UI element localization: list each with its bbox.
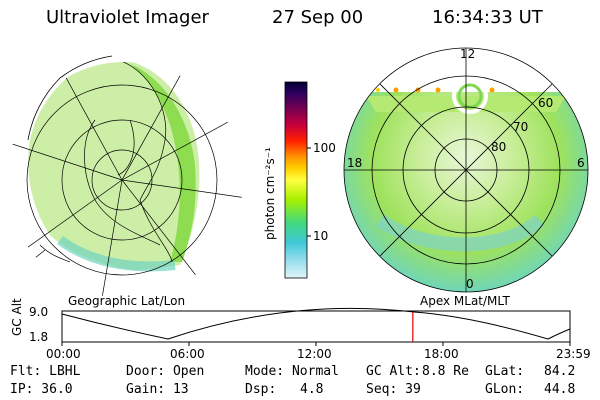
observation-time: 16:34:33 UT xyxy=(432,7,543,28)
timeline-ylabel: GC Alt xyxy=(10,298,24,336)
observation-date: 27 Sep 00 xyxy=(272,7,364,28)
timeline-xtick-0600: 06:00 xyxy=(170,347,205,361)
mlat-label-60: 60 xyxy=(538,96,554,110)
dsp-label: Dsp: xyxy=(245,382,277,397)
instrument-title: Ultraviolet Imager xyxy=(46,7,209,28)
colorbar-tick-100: 100 xyxy=(313,141,336,155)
glat-value: 84.2 xyxy=(544,364,576,379)
colorbar-unit: photon cm⁻²s⁻¹ xyxy=(263,147,277,240)
timeline-xtick-1200: 12:00 xyxy=(297,347,332,361)
glon-label: GLon: xyxy=(485,382,525,397)
timeline-xtick-0000: 00:00 xyxy=(46,347,81,361)
gain-info: Gain: 13 xyxy=(126,382,189,397)
right-panel-caption: Apex MLat/MLT xyxy=(420,294,510,308)
mode-info: Mode: Normal xyxy=(245,364,339,379)
mlat-label-80: 80 xyxy=(491,140,507,154)
geographic-image xyxy=(7,55,243,298)
ip-info: IP: 36.0 xyxy=(10,382,73,397)
filter-info: Flt: LBHL xyxy=(10,364,81,379)
timeline-ytick-min: 1.8 xyxy=(29,330,49,344)
left-panel-caption: Geographic Lat/Lon xyxy=(68,294,186,308)
polar-image xyxy=(343,47,589,293)
mlt-label-dusk: 18 xyxy=(347,156,363,170)
glon-value: 44.8 xyxy=(544,382,576,397)
dsp-value: 4.8 xyxy=(300,382,324,397)
gcalt-label: GC Alt: xyxy=(366,364,421,379)
colorbar xyxy=(284,81,311,279)
seq-info: Seq: 39 xyxy=(366,382,421,397)
glat-label: GLat: xyxy=(485,364,525,379)
mlt-label-noon: 12 xyxy=(460,47,476,61)
timeline-ytick-max: 9.0 xyxy=(29,305,49,319)
mlt-label-midnight: 0 xyxy=(466,277,474,291)
timeline-xtick-1800: 18:00 xyxy=(424,347,459,361)
gcalt-value: 8.8 Re xyxy=(422,364,469,379)
orbit-altitude-plot xyxy=(61,307,571,346)
colorbar-tick-10: 10 xyxy=(313,229,329,243)
mlt-label-dawn: 6 xyxy=(577,156,585,170)
timeline-xtick-2359: 23:59 xyxy=(556,347,591,361)
mlat-label-70: 70 xyxy=(513,120,529,134)
door-info: Door: Open xyxy=(126,364,205,379)
